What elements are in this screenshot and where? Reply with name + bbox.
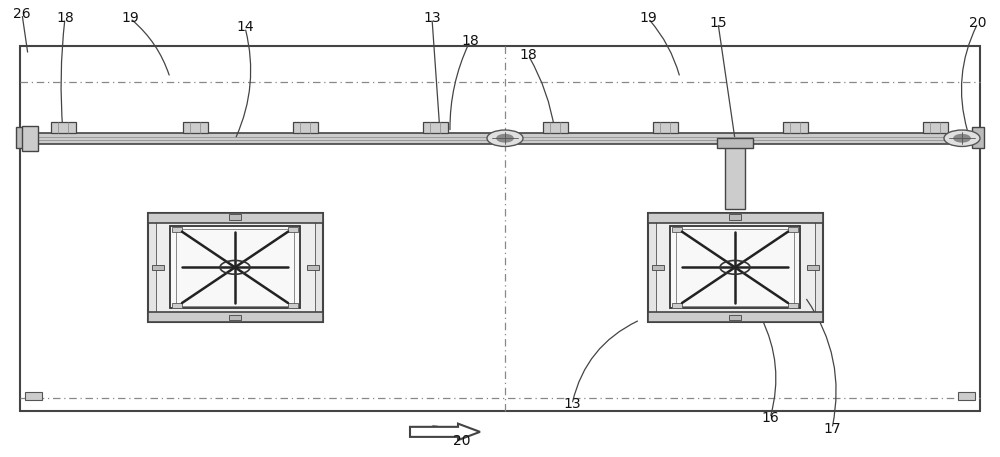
Bar [958, 392, 975, 400]
Text: 20: 20 [969, 16, 987, 30]
Bar [972, 127, 984, 148]
Bar [725, 144, 745, 209]
Bar [652, 265, 664, 270]
Text: 18: 18 [519, 48, 537, 62]
Circle shape [487, 130, 523, 146]
Bar [172, 227, 182, 232]
Bar [182, 122, 208, 133]
Circle shape [944, 130, 980, 146]
Text: 16: 16 [761, 411, 779, 425]
Bar [229, 315, 241, 320]
Bar [672, 303, 682, 308]
Text: 13: 13 [563, 398, 581, 411]
Bar [648, 213, 822, 223]
Bar [172, 303, 182, 308]
Bar [22, 126, 38, 151]
Bar [229, 214, 241, 220]
Bar [288, 303, 298, 308]
Bar [806, 265, 818, 270]
Bar [543, 122, 568, 133]
Bar [788, 227, 798, 232]
Bar [729, 315, 741, 320]
Bar [717, 138, 753, 148]
Bar [152, 265, 164, 270]
Bar [148, 213, 322, 223]
Bar [148, 312, 322, 322]
Text: 18: 18 [461, 34, 479, 48]
Bar [20, 46, 980, 411]
Bar [729, 214, 741, 220]
Bar [16, 127, 28, 148]
Text: 20: 20 [453, 434, 471, 448]
Circle shape [497, 134, 513, 142]
Bar [170, 226, 300, 308]
Text: 15: 15 [709, 16, 727, 30]
Bar [656, 216, 814, 319]
Bar [176, 229, 294, 306]
Bar [422, 122, 448, 133]
Bar [20, 133, 980, 144]
Bar [653, 122, 678, 133]
Bar [306, 265, 318, 270]
Bar [50, 122, 76, 133]
Circle shape [954, 134, 970, 142]
Bar [676, 229, 794, 306]
Text: 13: 13 [423, 11, 441, 25]
Bar [156, 216, 314, 319]
FancyArrow shape [410, 424, 480, 440]
Bar [25, 392, 42, 400]
Text: 19: 19 [639, 11, 657, 25]
Bar [648, 213, 822, 322]
Bar [292, 122, 318, 133]
Bar [670, 226, 800, 308]
Text: 19: 19 [121, 11, 139, 25]
Text: 26: 26 [13, 7, 31, 21]
Text: 14: 14 [236, 21, 254, 34]
Bar [648, 312, 822, 322]
Bar [783, 122, 808, 133]
Bar [672, 227, 682, 232]
Bar [288, 227, 298, 232]
Bar [788, 303, 798, 308]
Bar [148, 213, 322, 322]
Text: 18: 18 [56, 11, 74, 25]
Text: 17: 17 [823, 422, 841, 436]
Bar [923, 122, 948, 133]
